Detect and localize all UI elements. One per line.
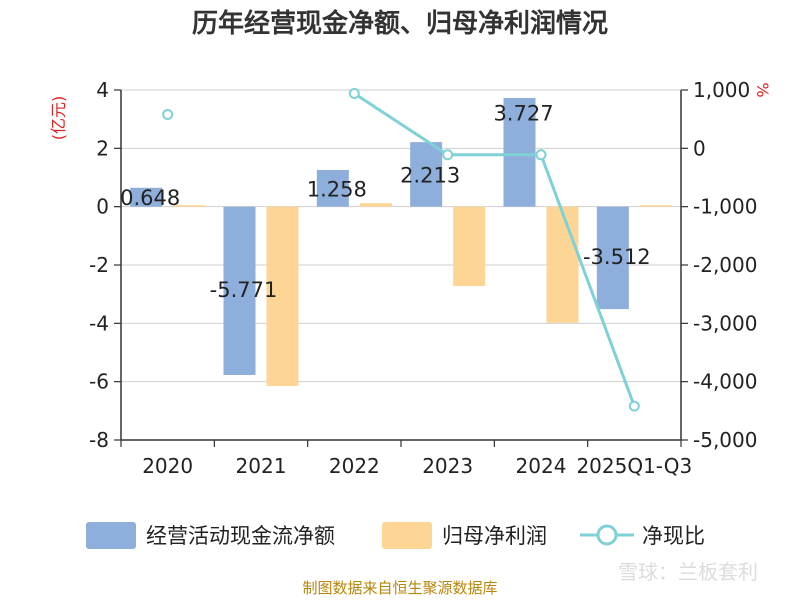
x-tick-label: 2021 [236, 454, 287, 478]
legend-swatch-cashflow [86, 522, 136, 549]
y2-tick-label: -2,000 [693, 253, 757, 277]
legend-marker-ratio [596, 524, 618, 546]
net-profit-bar [546, 206, 579, 323]
cashflow-data-label: -5.771 [210, 278, 278, 302]
cashflow-data-label: 2.213 [400, 163, 460, 187]
ratio-point [348, 88, 360, 99]
y2-tick-label: -3,000 [693, 311, 757, 335]
cashflow-data-label: 3.727 [493, 101, 553, 125]
ratio-line-segment [353, 92, 636, 407]
net-profit-bar [639, 205, 672, 207]
y2-tick-label: -5,000 [693, 428, 757, 452]
x-tick-label: 2022 [329, 454, 380, 478]
cashflow-bar [223, 206, 256, 375]
y-tick-label: 2 [96, 136, 109, 160]
cashflow-bar [316, 169, 349, 207]
legend-label-ratio: 净现比 [642, 524, 705, 548]
bars [130, 97, 672, 387]
x-tick-label: 2020 [142, 454, 193, 478]
cashflow-bar [503, 97, 536, 207]
net-profit-bar [173, 205, 206, 207]
legend-swatch-net-profit [382, 522, 432, 549]
right-axis-unit: % [753, 82, 772, 97]
y-axis-ticks: 4 2 0 -2 -4 -6 -8 [89, 78, 121, 452]
x-tick-label: 2024 [516, 454, 567, 478]
y-tick-label: 4 [96, 78, 109, 102]
watermark: 雪球：兰板套利 [618, 560, 758, 584]
ratio-point [535, 149, 547, 161]
chart-title: 历年经营现金净额、归母净利润情况 [192, 8, 608, 39]
y-tick-label: -2 [89, 253, 109, 277]
left-axis-unit: (亿元) [49, 96, 68, 141]
x-axis-ticks: 2020 2021 2022 2023 2024 2025Q1-Q3 [120, 440, 692, 478]
y-tick-label: -8 [89, 428, 109, 452]
x-tick-label: 2023 [422, 454, 473, 478]
data-labels: 0.648 -5.771 1.258 2.213 3.727 -3.512 [120, 101, 651, 302]
cashflow-bar [410, 142, 443, 207]
x-tick-label: 2025Q1-Q3 [576, 454, 692, 478]
y-tick-label: 0 [96, 195, 109, 219]
net-profit-bar [359, 203, 392, 207]
cashflow-data-label: 0.648 [120, 186, 180, 210]
y2-axis-ticks: 1,000 0 -1,000 -2,000 -3,000 -4,000 -5,000 [681, 78, 757, 452]
cashflow-data-label: 1.258 [307, 177, 367, 201]
y2-tick-label: 0 [693, 136, 706, 160]
legend-label-net-profit: 归母净利润 [442, 524, 547, 548]
y2-tick-label: -1,000 [693, 195, 757, 219]
net-profit-bar [453, 206, 486, 286]
y2-tick-label: -4,000 [693, 370, 757, 394]
y2-tick-label: 1,000 [693, 78, 750, 102]
ratio-line [162, 88, 640, 412]
y-tick-label: -6 [89, 370, 109, 394]
y-tick-label: -4 [89, 311, 109, 335]
legend: 经营活动现金流净额 归母净利润 净现比 [86, 522, 705, 549]
net-profit-bar [266, 206, 299, 387]
cashflow-bar [130, 187, 163, 207]
ratio-point [162, 109, 174, 120]
legend-label-cashflow: 经营活动现金流净额 [146, 524, 335, 548]
cashflow-bar [596, 206, 629, 310]
ratio-point [442, 149, 454, 161]
cashflow-data-label: -3.512 [583, 245, 651, 269]
ratio-point [628, 400, 640, 412]
source-note: 制图数据来自恒生聚源数据库 [302, 579, 497, 597]
